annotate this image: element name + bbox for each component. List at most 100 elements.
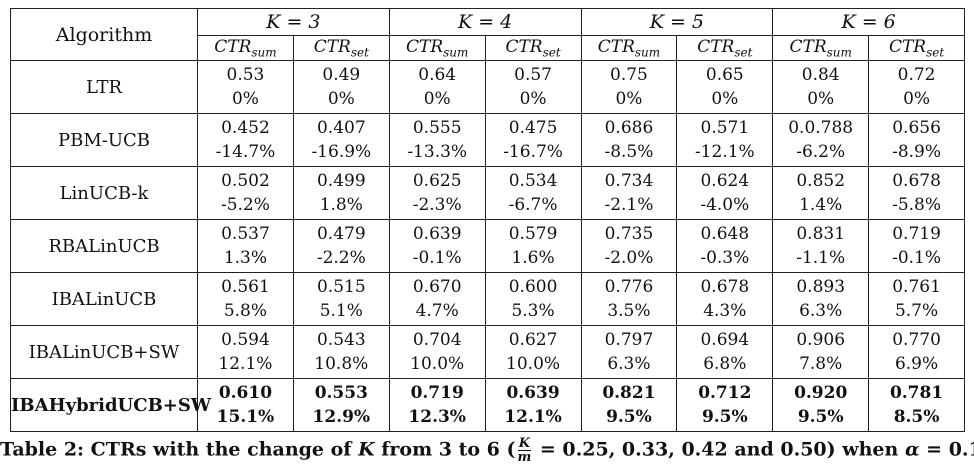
ctr-value: 0.920 [794,383,848,403]
result-cell: 0.84 0% [772,60,870,114]
ctr-value: 0.627 [508,330,558,350]
relative-change: -0.3% [700,248,750,268]
result-cell: 0.639 -0.1% [388,219,486,273]
caption-mid: from 3 to 6 ( [374,438,516,461]
relative-change: -12.1% [694,142,755,162]
relative-change: 10.0% [410,354,465,374]
relative-change: 0% [519,89,547,109]
relative-change: 3.5% [607,301,651,321]
relative-change: 15.1% [216,407,275,427]
relative-change: -8.5% [604,142,654,162]
ctr-value: 0.625 [412,171,462,191]
relative-change: -5.2% [220,195,270,215]
ctr-value: 0.781 [889,383,944,403]
fraction-numerator: K [517,436,532,451]
ctr-value: 0.72 [897,65,936,85]
ctr-value: 0.534 [508,171,558,191]
ctr-value: 0.543 [316,330,366,350]
result-cell: 0.555 -13.3% [388,113,486,167]
relative-change: 5.1% [319,301,363,321]
relative-change: -6.7% [508,195,558,215]
metric-base: CTR [405,36,444,57]
ctr-value: 0.49 [322,65,361,85]
relative-change: 9.5% [701,407,748,427]
table-caption: Table 2: CTRs with the change of K from … [0,437,974,464]
ctr-value: 0.770 [892,330,941,350]
result-cell: 0.893 6.3% [772,272,870,326]
relative-change: 9.5% [606,407,652,427]
relative-change: 7.8% [799,354,843,374]
result-cell: 0.831 -1.1% [772,219,870,273]
ctr-value: 0.75 [610,65,648,85]
result-cell: 0.543 10.8% [292,325,390,379]
result-cell: 0.906 7.8% [772,325,870,379]
metric-subscript: set [926,45,945,60]
result-cell: 0.452 -14.7% [197,113,294,167]
relative-change: 5.7% [894,301,939,321]
ctr-value: 0.452 [221,118,270,138]
relative-change: -16.9% [311,142,372,162]
result-cell: 0.686 -8.5% [580,113,678,167]
header-k-group: K = 3 [197,8,390,36]
caption-k-symbol: K [358,438,375,461]
caption-alpha-symbol: α [904,438,920,461]
result-cell: 0.648 -0.3% [676,219,774,273]
header-metric-ctr-set: CTRset [484,35,582,61]
result-cell: 0.553 12.9% [292,378,390,432]
relative-change: -13.3% [407,142,468,162]
ctr-value: 0.600 [508,277,558,297]
result-cell: 0.537 1.3% [197,219,294,273]
caption-suffix: = 0.1 [926,438,974,461]
algorithm-name: LTR [10,60,198,114]
ctr-value: 0.84 [801,65,840,85]
relative-change: 1.6% [511,248,555,268]
ctr-value: 0.719 [410,383,464,403]
table-row: IBALinUCB+SW 0.594 12.1% 0.543 10.8% 0.704 10.… [10,325,965,379]
relative-change: 12.1% [504,407,562,427]
result-cell: 0.734 -2.1% [580,166,678,220]
result-cell: 0.65 0% [676,60,774,114]
relative-change: 10.0% [506,354,561,374]
ctr-value: 0.704 [412,330,462,350]
result-cell: 0.776 3.5% [580,272,678,326]
ctr-value: 0.678 [700,277,750,297]
ctr-value: 0.555 [412,118,462,138]
ctr-value: 0.694 [700,330,750,350]
result-cell: 0.719 -0.1% [868,219,965,273]
relative-change: 0% [327,89,355,109]
metric-base: CTR [697,36,735,57]
result-cell: 0.475 -16.7% [484,113,582,167]
relative-change: -6.2% [796,142,846,162]
metric-subscript: sum [634,45,661,60]
table-row: IBALinUCB 0.561 5.8% 0.515 5.1% 0.670 4.7% 0.60… [10,272,965,326]
relative-change: 0% [903,89,931,109]
ctr-value: 0.65 [705,65,744,85]
ctr-value: 0.610 [218,383,273,403]
table-row: LTR 0.53 0% 0.49 0% 0.64 0% 0.57 0% 0.75 0% 0.65 0% 0… [10,60,965,114]
result-cell: 0.678 4.3% [676,272,774,326]
result-cell: 0.64 0% [388,60,486,114]
relative-change: 1.3% [223,248,268,268]
metric-subscript: sum [443,45,469,60]
fraction-denominator: m [517,450,532,465]
relative-change: 5.8% [223,301,268,321]
metric-base: CTR [888,36,927,57]
ctr-value: 0.648 [700,224,750,244]
result-cell: 0.627 10.0% [484,325,582,379]
result-cell: 0.719 12.3% [388,378,486,432]
result-cell: 0.670 4.7% [388,272,486,326]
relative-change: 0% [711,89,739,109]
ctr-value: 0.499 [316,171,366,191]
relative-change: 5.3% [511,301,555,321]
algorithm-name: IBALinUCB [10,272,198,326]
relative-change: 4.3% [703,301,747,321]
result-cell: 0.600 5.3% [484,272,582,326]
result-cell: 0.57 0% [484,60,582,114]
ctr-value: 0.407 [316,118,366,138]
relative-change: 12.3% [408,407,466,427]
ctr-value: 0.797 [604,330,654,350]
algorithm-name: PBM-UCB [10,113,198,167]
results-table: Algorithm K = 3 K = 4 K = 5 K = 6 CTRsum… [10,8,965,432]
relative-change: 12.1% [218,354,273,374]
